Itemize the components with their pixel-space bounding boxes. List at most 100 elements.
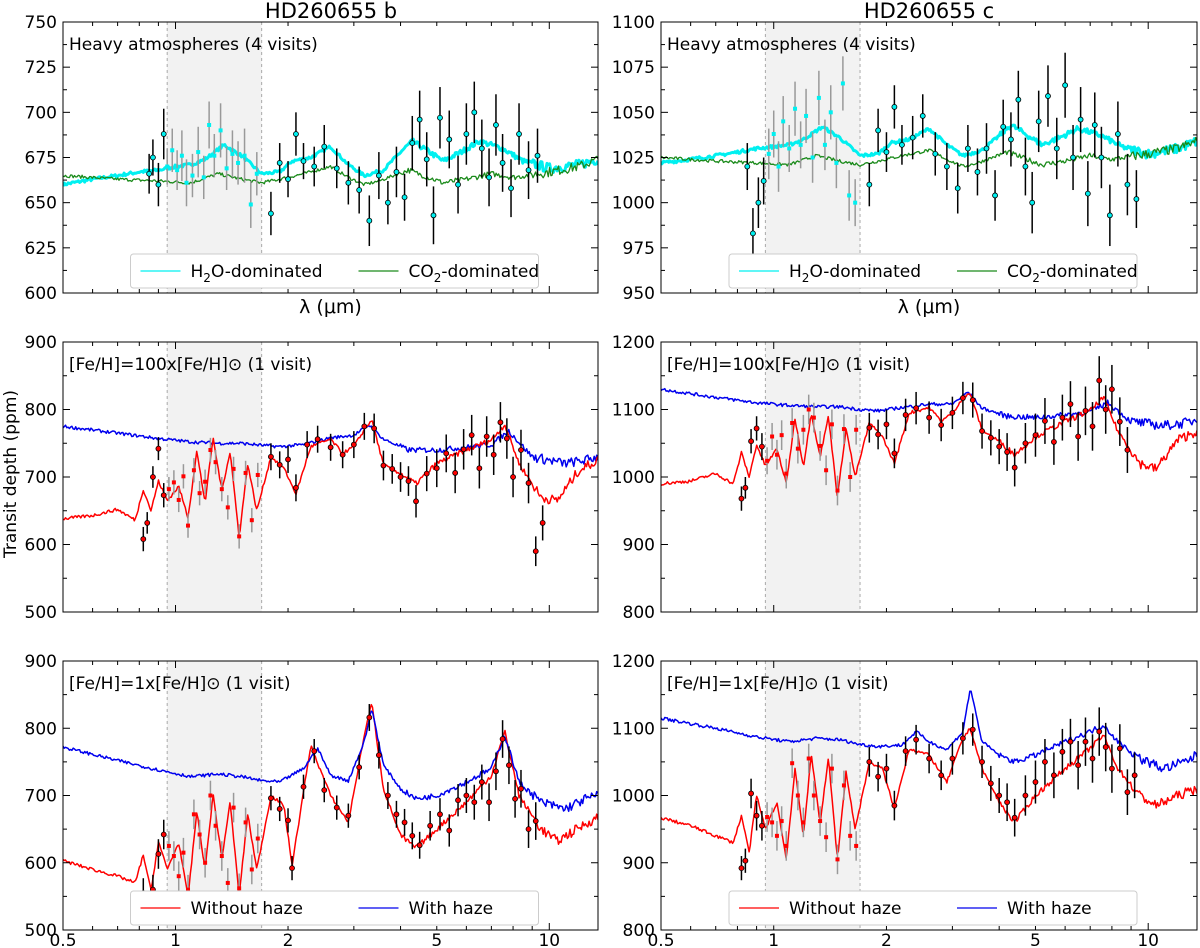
legend: H2O-dominated CO2-dominated <box>130 253 539 289</box>
data-point <box>1096 356 1103 405</box>
data-point <box>476 447 483 489</box>
data-point <box>829 409 834 440</box>
data-point <box>268 443 274 471</box>
data-point <box>835 475 840 506</box>
data-point <box>909 115 916 160</box>
data-marker <box>225 505 230 510</box>
data-marker <box>779 433 784 438</box>
data-point <box>759 810 765 841</box>
data-point <box>926 743 933 774</box>
panel-annotation: Heavy atmospheres (4 visits) <box>667 35 916 55</box>
data-marker <box>255 836 260 841</box>
plot-area <box>661 22 1197 293</box>
data-marker <box>759 822 765 829</box>
y-tick-label: 1000 <box>612 787 655 807</box>
legend-label: H2O-dominated <box>191 262 323 285</box>
data-marker <box>829 766 834 771</box>
data-marker <box>339 451 346 458</box>
data-marker <box>1059 414 1066 421</box>
data-point <box>899 124 905 165</box>
data-point <box>455 784 461 817</box>
data-point <box>1053 117 1060 180</box>
data-point <box>784 458 789 489</box>
data-point <box>1032 413 1039 457</box>
data-point <box>493 752 499 791</box>
data-marker <box>822 142 827 147</box>
data-point <box>759 433 765 461</box>
data-point <box>361 412 368 440</box>
data-point <box>285 808 291 833</box>
data-marker <box>1050 438 1057 445</box>
data-marker <box>427 822 434 829</box>
data-point <box>191 458 196 483</box>
axes-frame <box>660 341 1198 613</box>
data-marker <box>1082 407 1089 414</box>
data-marker <box>875 431 882 438</box>
x-axis-label: λ (μm) <box>299 296 362 318</box>
data-marker <box>503 435 510 442</box>
data-point <box>150 466 156 488</box>
data-marker <box>979 428 985 435</box>
data-marker <box>512 795 518 802</box>
y-tick-label: 1025 <box>612 149 655 169</box>
data-marker <box>276 160 283 166</box>
data-point <box>798 121 803 169</box>
y-tick-label: 950 <box>623 284 655 304</box>
y-tick-label: 500 <box>25 603 57 623</box>
data-point <box>393 800 400 828</box>
data-point <box>166 477 171 502</box>
data-marker <box>393 169 400 175</box>
data-marker <box>784 843 789 848</box>
data-point <box>207 101 212 149</box>
data-marker <box>525 480 532 486</box>
data-marker <box>219 854 224 859</box>
data-marker <box>742 484 749 491</box>
data-point <box>389 454 396 484</box>
data-marker <box>171 480 176 485</box>
shaded-band <box>167 342 262 612</box>
data-point <box>932 132 939 176</box>
data-marker <box>190 173 195 178</box>
data-point <box>996 778 1003 813</box>
data-point <box>866 412 873 443</box>
data-marker <box>1096 377 1103 384</box>
data-marker <box>811 415 816 420</box>
data-point <box>765 802 770 832</box>
data-marker <box>848 475 853 479</box>
data-point <box>423 456 430 492</box>
data-marker <box>237 534 242 539</box>
panel-b-100x: 500 600 700 800 900 [Fe/H]=100x[Fe/H]⊙ (1 vis… <box>25 333 599 623</box>
data-point <box>333 795 340 820</box>
data-point <box>766 128 771 180</box>
data-point <box>231 792 236 823</box>
data-point <box>1109 744 1115 793</box>
data-marker <box>748 438 754 445</box>
data-marker <box>770 434 775 439</box>
data-point <box>516 103 522 165</box>
data-point <box>304 431 311 459</box>
y-axis-label: Transit depth (ppm) <box>1 390 21 559</box>
data-marker <box>146 170 153 177</box>
data-marker <box>423 470 430 477</box>
data-point <box>155 162 162 207</box>
data-point <box>1114 101 1121 167</box>
data-marker <box>197 832 202 837</box>
data-marker <box>902 748 909 755</box>
data-point <box>987 765 994 801</box>
data-marker <box>1075 762 1082 769</box>
data-marker <box>1032 779 1039 785</box>
data-point <box>191 799 196 830</box>
data-point <box>902 398 909 432</box>
y-tick-label: 800 <box>623 603 655 623</box>
y-tick-label: 600 <box>25 854 57 874</box>
data-point <box>433 449 440 488</box>
data-marker <box>891 450 898 457</box>
data-point <box>1035 90 1042 153</box>
data-marker <box>486 174 492 181</box>
data-marker <box>225 880 230 885</box>
data-marker <box>231 805 236 810</box>
data-marker <box>333 804 340 811</box>
data-point <box>243 807 248 838</box>
y-tick-label: 975 <box>623 239 655 259</box>
data-marker <box>196 150 201 155</box>
